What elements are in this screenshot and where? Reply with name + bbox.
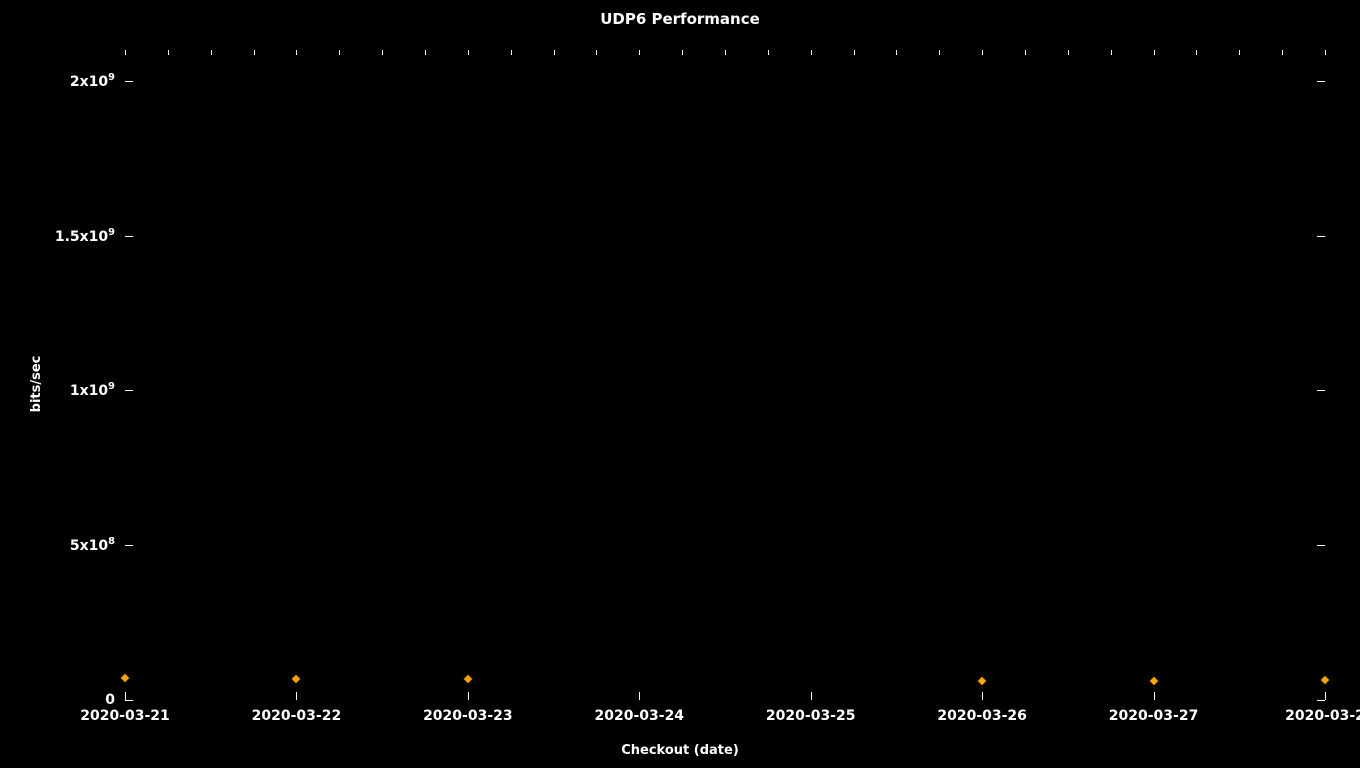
x-tick-label: 2020-03-23 bbox=[423, 708, 513, 724]
x-minor-tick bbox=[811, 50, 812, 55]
y-tick bbox=[125, 700, 133, 701]
x-minor-tick bbox=[1196, 50, 1197, 55]
x-minor-tick bbox=[1325, 50, 1326, 55]
x-axis-label: Checkout (date) bbox=[621, 743, 739, 758]
x-tick bbox=[1154, 692, 1155, 700]
x-tick-label: 2020-03-26 bbox=[937, 708, 1027, 724]
x-tick-label: 2020-03-22 bbox=[252, 708, 342, 724]
x-tick bbox=[296, 692, 297, 700]
x-minor-tick bbox=[725, 50, 726, 55]
x-minor-tick bbox=[854, 50, 855, 55]
x-minor-tick bbox=[1111, 50, 1112, 55]
y-tick bbox=[125, 81, 133, 82]
x-minor-tick bbox=[1239, 50, 1240, 55]
x-minor-tick bbox=[1154, 50, 1155, 55]
chart-title: UDP6 Performance bbox=[600, 10, 760, 28]
x-minor-tick bbox=[982, 50, 983, 55]
y-tick bbox=[1317, 700, 1325, 701]
x-minor-tick bbox=[468, 50, 469, 55]
y-tick-label: 0 bbox=[105, 692, 115, 708]
x-minor-tick bbox=[425, 50, 426, 55]
y-tick-label: 5x108 bbox=[70, 536, 115, 554]
y-tick-label: 1x109 bbox=[70, 382, 115, 400]
y-tick bbox=[1317, 81, 1325, 82]
x-tick-label: 2020-03-2 bbox=[1285, 708, 1360, 724]
data-point bbox=[119, 673, 130, 684]
x-tick bbox=[125, 692, 126, 700]
x-tick bbox=[982, 692, 983, 700]
x-minor-tick bbox=[768, 50, 769, 55]
x-minor-tick bbox=[1282, 50, 1283, 55]
y-axis-label: bits/sec bbox=[29, 356, 44, 413]
plot-area bbox=[125, 50, 1325, 700]
y-tick bbox=[125, 390, 133, 391]
x-minor-tick bbox=[339, 50, 340, 55]
x-minor-tick bbox=[254, 50, 255, 55]
x-tick bbox=[811, 692, 812, 700]
x-minor-tick bbox=[896, 50, 897, 55]
y-tick-label: 1.5x109 bbox=[55, 227, 115, 245]
x-minor-tick bbox=[511, 50, 512, 55]
y-tick bbox=[1317, 390, 1325, 391]
y-tick bbox=[1317, 545, 1325, 546]
data-point bbox=[976, 675, 987, 686]
x-minor-tick bbox=[1025, 50, 1026, 55]
x-minor-tick bbox=[168, 50, 169, 55]
x-tick-label: 2020-03-27 bbox=[1109, 708, 1199, 724]
x-minor-tick bbox=[596, 50, 597, 55]
x-tick-label: 2020-03-21 bbox=[80, 708, 170, 724]
x-minor-tick bbox=[296, 50, 297, 55]
x-minor-tick bbox=[682, 50, 683, 55]
x-tick-label: 2020-03-25 bbox=[766, 708, 856, 724]
data-point bbox=[1319, 675, 1330, 686]
x-tick bbox=[468, 692, 469, 700]
data-point bbox=[1148, 675, 1159, 686]
x-tick bbox=[1325, 692, 1326, 700]
data-point bbox=[462, 673, 473, 684]
y-tick-label: 2x109 bbox=[70, 72, 115, 90]
x-minor-tick bbox=[211, 50, 212, 55]
x-minor-tick bbox=[939, 50, 940, 55]
y-tick bbox=[1317, 236, 1325, 237]
x-minor-tick bbox=[125, 50, 126, 55]
x-tick bbox=[639, 692, 640, 700]
x-minor-tick bbox=[1068, 50, 1069, 55]
x-minor-tick bbox=[382, 50, 383, 55]
x-tick-label: 2020-03-24 bbox=[595, 708, 685, 724]
y-tick bbox=[125, 236, 133, 237]
y-tick bbox=[125, 545, 133, 546]
data-point bbox=[291, 673, 302, 684]
x-minor-tick bbox=[639, 50, 640, 55]
x-minor-tick bbox=[554, 50, 555, 55]
